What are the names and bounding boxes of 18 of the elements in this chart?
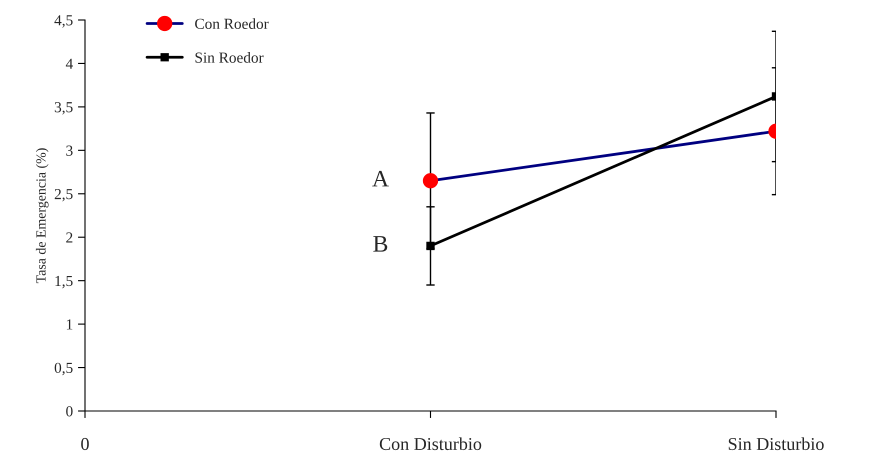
y-tick-label: 0,5 — [54, 362, 73, 376]
legend-label: Sin Roedor — [196, 52, 264, 63]
y-tick-label: 2 — [66, 232, 72, 243]
y-tick-label: 1 — [66, 319, 72, 330]
x-tick-label: Sin Disturbio — [728, 437, 824, 450]
y-tick-label: 1,5 — [55, 276, 73, 288]
y-axis-title: Tasa de Emergencia (%) — [36, 148, 49, 284]
y-tick-label: 0 — [66, 406, 73, 416]
y-tick-label: 4 — [66, 58, 73, 69]
y-tick-label: 2,5 — [54, 188, 73, 202]
x-tick-label: 0 — [81, 438, 89, 450]
annotation: A — [372, 170, 389, 186]
y-tick-label: 4,5 — [54, 15, 73, 28]
x-tick-label: Con Disturbio — [380, 437, 482, 450]
annotation: B — [373, 236, 388, 252]
y-tick-label: 3 — [66, 146, 73, 156]
legend-label: Con Roedor — [195, 18, 269, 29]
y-tick-label: 3,5 — [54, 102, 73, 115]
